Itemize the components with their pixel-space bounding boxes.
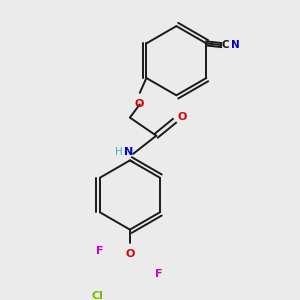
Text: O: O	[134, 99, 144, 109]
Text: N: N	[124, 147, 133, 157]
Text: C: C	[222, 40, 230, 50]
Text: O: O	[178, 112, 187, 122]
Text: N: N	[231, 40, 240, 50]
Text: Cl: Cl	[92, 291, 103, 300]
Text: O: O	[125, 249, 135, 260]
Text: H: H	[115, 147, 122, 157]
Text: F: F	[96, 246, 103, 256]
Text: F: F	[154, 269, 162, 279]
